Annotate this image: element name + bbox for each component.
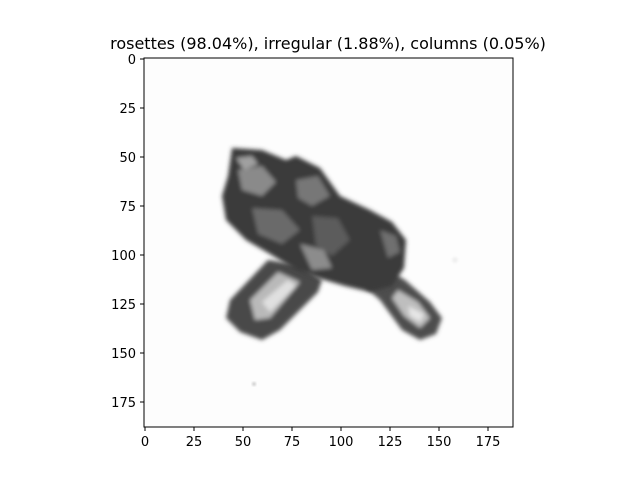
x-tick-label: 150 (427, 435, 452, 450)
y-tick-label: 75 (119, 200, 136, 215)
y-tick-label: 50 (119, 151, 136, 166)
y-axis: 0 25 50 75 100 125 150 175 (111, 53, 144, 411)
x-tick-label: 125 (378, 435, 403, 450)
x-tick-label: 75 (284, 435, 301, 450)
x-tick-label: 50 (235, 435, 252, 450)
x-tick-label: 0 (141, 435, 149, 450)
y-tick-label: 100 (111, 249, 136, 264)
crystal-image (144, 58, 513, 427)
x-tick-label: 100 (329, 435, 354, 450)
y-tick-label: 150 (111, 347, 136, 362)
x-axis: 0 25 50 75 100 125 150 175 (141, 427, 501, 450)
plot-title: rosettes (98.04%), irregular (1.88%), co… (110, 34, 546, 53)
y-tick-label: 0 (128, 53, 136, 68)
x-tick-label: 175 (476, 435, 501, 450)
y-tick-label: 25 (119, 102, 136, 117)
y-tick-label: 175 (111, 396, 136, 411)
plot-frame (143, 57, 514, 428)
y-tick-label: 125 (111, 298, 136, 313)
x-tick-label: 25 (186, 435, 203, 450)
